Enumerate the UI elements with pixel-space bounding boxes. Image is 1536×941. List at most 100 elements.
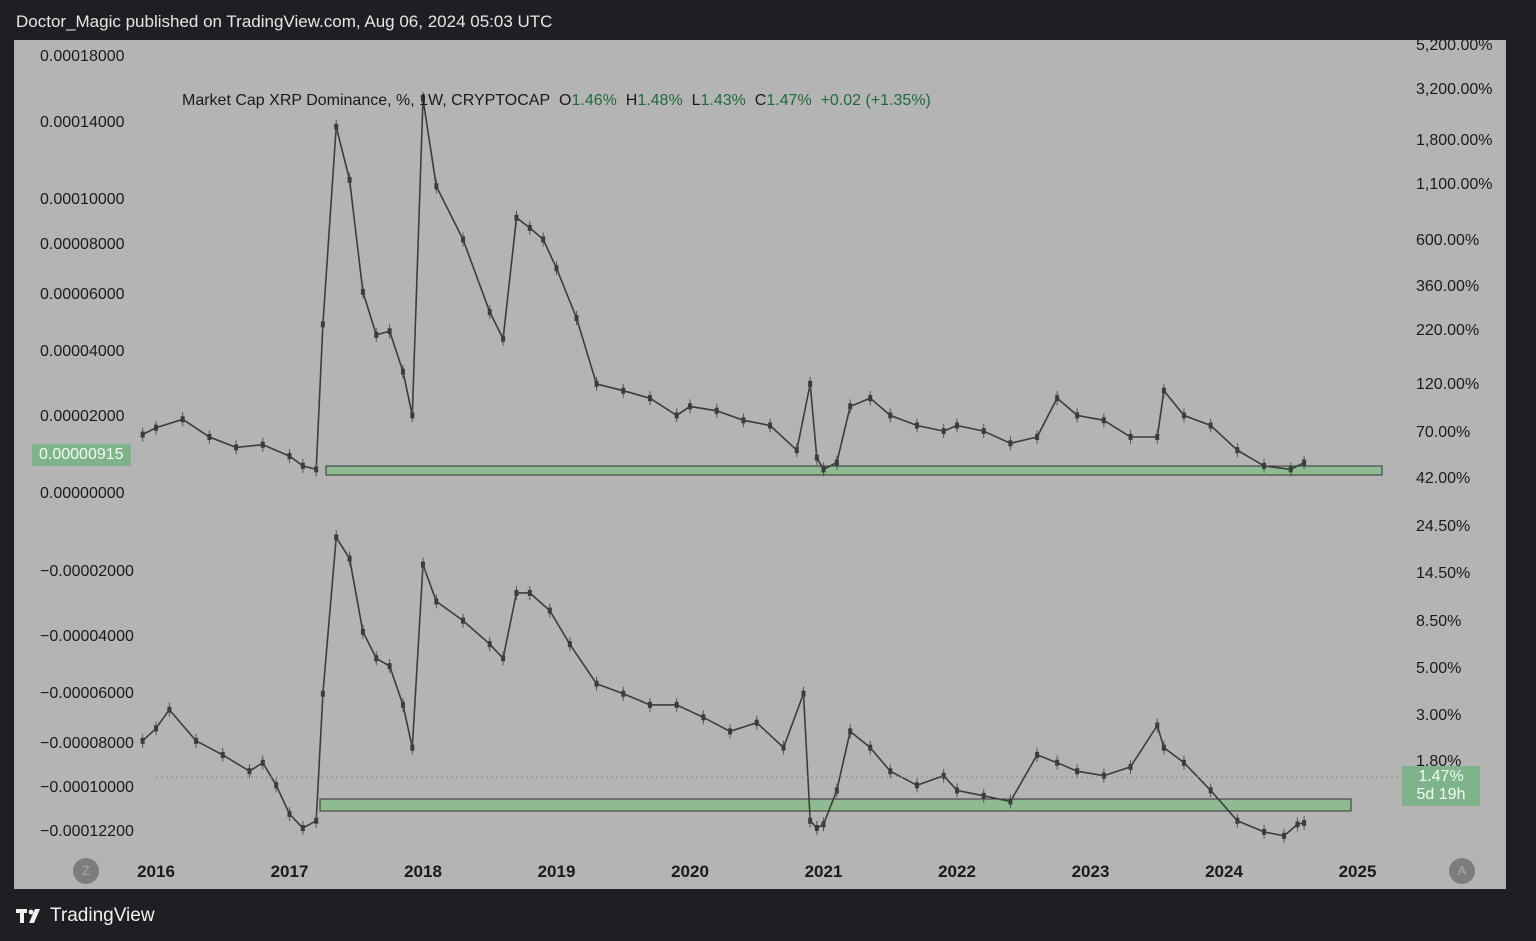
candle-body [941, 772, 946, 779]
candle-body [1128, 433, 1133, 440]
candle-body [1055, 395, 1060, 402]
candle-body [287, 453, 292, 460]
candle-body [374, 655, 379, 662]
right-axis-label: 1.80% [1416, 753, 1461, 770]
right-axis-label: 5.00% [1416, 660, 1461, 677]
legend-symbol: Market Cap XRP Dominance, %, 1W, CRYPTOC… [182, 92, 551, 109]
right-axis-label: 3.00% [1416, 707, 1461, 724]
x-tick-label: 2023 [1072, 862, 1110, 881]
candle-body [314, 817, 319, 824]
symbol-legend: Market Cap XRP Dominance, %, 1W, CRYPTOC… [182, 92, 931, 110]
left-axis-label: 0.00010000 [40, 191, 125, 208]
candle-body [1155, 722, 1160, 729]
left-axis-label: 0.00008000 [40, 236, 125, 253]
candle-body [374, 331, 379, 338]
candle-body [914, 422, 919, 429]
right-axis-label: 3,200.00% [1416, 81, 1493, 98]
right-axis-label: 120.00% [1416, 376, 1479, 393]
publisher-header: Doctor_Magic published on TradingView.co… [16, 12, 553, 31]
candle-body [1008, 440, 1013, 447]
candle-body [1288, 466, 1293, 473]
candle-body [808, 817, 813, 824]
candle-body [514, 214, 519, 221]
candle-body [501, 655, 506, 662]
candle-body [247, 768, 252, 775]
candle-body [320, 321, 325, 328]
candle-body [754, 719, 759, 726]
legend-low-label: L [691, 92, 701, 109]
candle-body [1181, 759, 1186, 766]
candle-body [714, 407, 719, 414]
last-price-value: 1.47% [1418, 768, 1464, 785]
right-axis-label: 14.50% [1416, 565, 1470, 582]
candle-body [1282, 832, 1287, 839]
left-axis-label: 0.00002000 [40, 408, 125, 425]
support-zone [325, 465, 1383, 476]
candle-body [1101, 417, 1106, 424]
candle-body [768, 422, 773, 429]
right-auto-button[interactable]: A [1449, 858, 1475, 884]
candle-body [848, 403, 853, 410]
candle-body [461, 617, 466, 624]
candle-body [527, 224, 532, 231]
candle-body [567, 641, 572, 648]
legend-low: 1.43% [700, 92, 746, 109]
tradingview-footer[interactable]: TradingView [16, 905, 155, 927]
x-tick-label: 2022 [938, 862, 976, 881]
candle-body [487, 309, 492, 316]
right-axis-label: 70.00% [1416, 424, 1470, 441]
candle-body [888, 768, 893, 775]
left-axis-label: 0.00014000 [40, 114, 125, 131]
left-axis-label: −0.00002000 [40, 563, 134, 580]
candle-body [888, 412, 893, 419]
candle-body [1155, 433, 1160, 440]
candle-body [547, 607, 552, 614]
candle-body [1035, 433, 1040, 440]
candle-body [400, 701, 405, 708]
legend-close: 1.47% [766, 92, 812, 109]
candle-body [260, 759, 265, 766]
candle-body [300, 825, 305, 832]
candle-body [421, 95, 425, 102]
candle-body [1262, 462, 1267, 469]
legend-change: +0.02 (+1.35%) [820, 92, 931, 109]
right-axis-label: 42.00% [1416, 470, 1470, 487]
candle-body [647, 701, 652, 708]
top-left-value-badge: 0.00000915 [32, 444, 131, 466]
candle-body [594, 680, 599, 687]
left-zoom-button[interactable]: Z [73, 858, 99, 884]
left-axis-label: 0.00004000 [40, 343, 125, 360]
candle-body [574, 315, 579, 322]
candle-body [347, 555, 352, 562]
last-price-badge: 1.47% 5d 19h [1402, 766, 1480, 806]
candle-body [1075, 768, 1080, 775]
candle-body [1101, 772, 1106, 779]
candle-body [274, 782, 279, 789]
chart-area[interactable]: 2016 2017 2018 2019 2020 2021 2022 2023 2024 2025… [14, 40, 1506, 889]
right-axis-label: 24.50% [1416, 518, 1470, 535]
candle-body [461, 236, 466, 243]
chart-svg[interactable]: 2016 2017 2018 2019 2020 2021 2022 2023 2024 2025… [14, 40, 1506, 889]
legend-high-label: H [625, 92, 638, 109]
candle-body [1181, 412, 1186, 419]
candle-body [688, 403, 692, 410]
candle-body [334, 123, 339, 130]
candle-body [1295, 821, 1300, 828]
x-tick-label: 2018 [404, 862, 442, 881]
candle-body [140, 737, 145, 744]
x-tick-label: 2021 [805, 862, 843, 881]
candle-body [1128, 763, 1133, 770]
candle-body [167, 706, 172, 713]
candle-body [220, 751, 225, 758]
candle-body [794, 447, 799, 454]
candle-body [1235, 447, 1240, 454]
right-axis-label: 8.50% [1416, 613, 1461, 630]
candle-body [347, 176, 352, 183]
candle-body [955, 422, 959, 429]
candle-body [180, 416, 185, 423]
candle-body [594, 380, 599, 387]
candle-body [914, 782, 919, 789]
candle-body [1262, 828, 1267, 835]
x-tick-label: 2019 [538, 862, 576, 881]
x-tick-label: 2025 [1339, 862, 1377, 881]
